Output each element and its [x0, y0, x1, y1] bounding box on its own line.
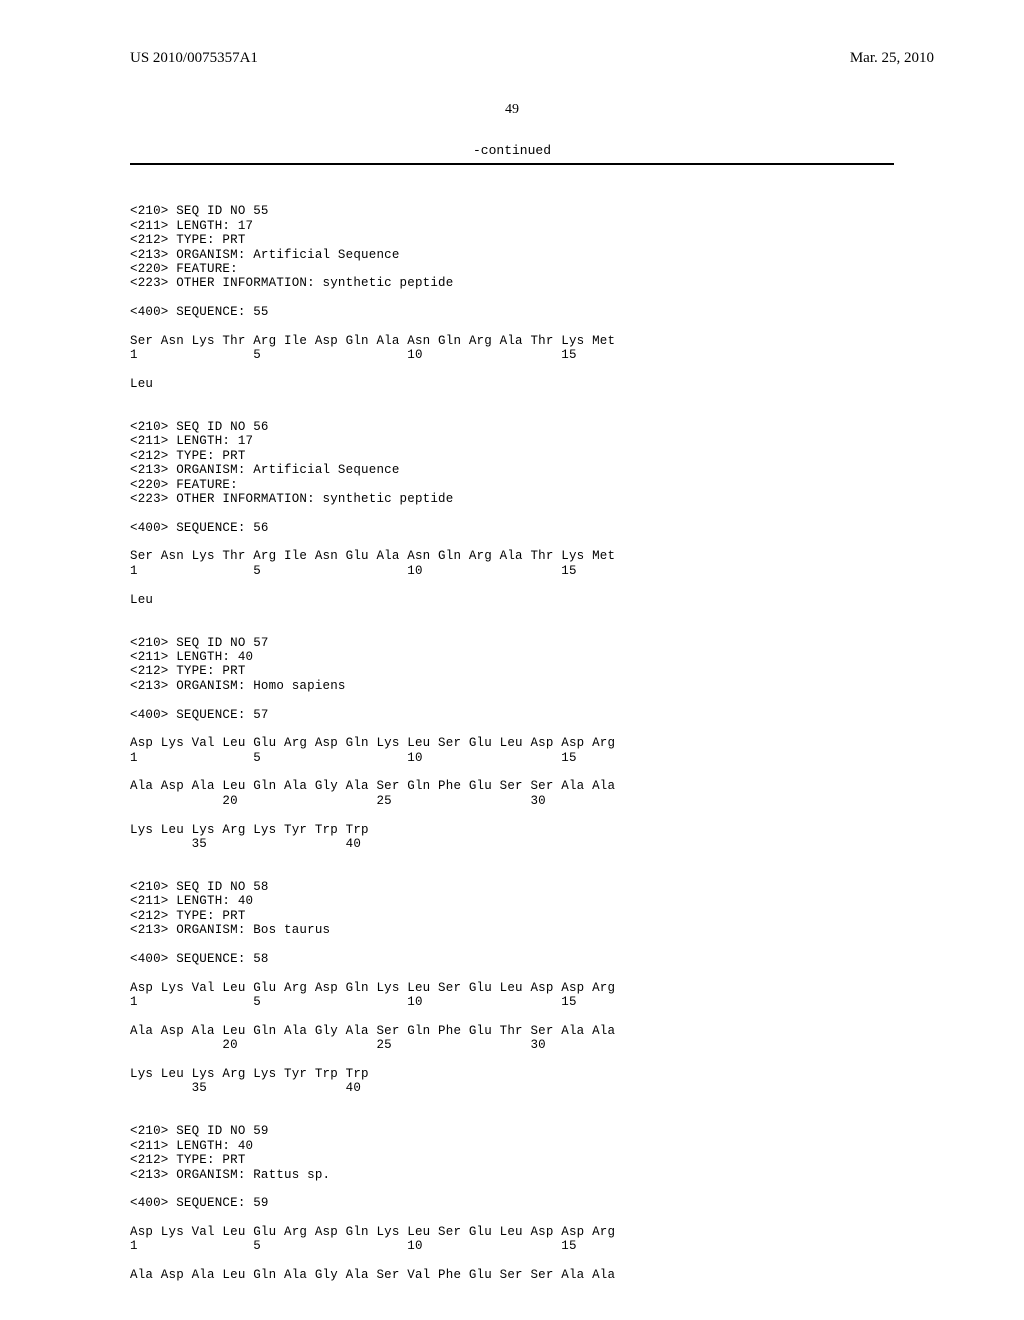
- sequence-content: <210> SEQ ID NO 55 <211> LENGTH: 17 <212…: [0, 165, 1024, 1283]
- seq-sequence-line: <400> SEQUENCE: 56: [130, 521, 269, 535]
- seq-other-info: <223> OTHER INFORMATION: synthetic pepti…: [130, 276, 453, 290]
- residue-row: Ser Asn Lys Thr Arg Ile Asp Gln Ala Asn …: [130, 334, 615, 348]
- seq-sequence-line: <400> SEQUENCE: 59: [130, 1196, 269, 1210]
- seq-organism: <213> ORGANISM: Rattus sp.: [130, 1168, 330, 1182]
- seq-organism: <213> ORGANISM: Homo sapiens: [130, 679, 346, 693]
- seq-feature: <220> FEATURE:: [130, 262, 238, 276]
- seq-59-header: <210> SEQ ID NO 59 <211> LENGTH: 40 <212…: [130, 1124, 615, 1282]
- position-row: 20 25 30: [130, 1038, 546, 1052]
- seq-type: <212> TYPE: PRT: [130, 909, 246, 923]
- position-row: 1 5 10 15: [130, 995, 577, 1009]
- seq-feature: <220> FEATURE:: [130, 478, 238, 492]
- seq-length: <211> LENGTH: 40: [130, 1139, 253, 1153]
- seq-56-header: <210> SEQ ID NO 56 <211> LENGTH: 17 <212…: [130, 420, 615, 607]
- seq-sequence-line: <400> SEQUENCE: 58: [130, 952, 269, 966]
- seq-organism: <213> ORGANISM: Artificial Sequence: [130, 463, 400, 477]
- position-row: 1 5 10 15: [130, 1239, 577, 1253]
- page-number: 49: [0, 102, 1024, 118]
- seq-organism: <213> ORGANISM: Artificial Sequence: [130, 248, 400, 262]
- residue-row: Ala Asp Ala Leu Gln Ala Gly Ala Ser Gln …: [130, 1024, 615, 1038]
- seq-id: <210> SEQ ID NO 58: [130, 880, 269, 894]
- seq-length: <211> LENGTH: 40: [130, 650, 253, 664]
- seq-57-header: <210> SEQ ID NO 57 <211> LENGTH: 40 <212…: [130, 636, 615, 851]
- seq-id: <210> SEQ ID NO 56: [130, 420, 269, 434]
- seq-type: <212> TYPE: PRT: [130, 1153, 246, 1167]
- seq-55-header: <210> SEQ ID NO 55 <211> LENGTH: 17 <212…: [130, 204, 615, 391]
- residue-row: Asp Lys Val Leu Glu Arg Asp Gln Lys Leu …: [130, 1225, 615, 1239]
- seq-organism: <213> ORGANISM: Bos taurus: [130, 923, 330, 937]
- seq-id: <210> SEQ ID NO 55: [130, 204, 269, 218]
- seq-type: <212> TYPE: PRT: [130, 233, 246, 247]
- position-row: 35 40: [130, 1081, 361, 1095]
- position-row: 1 5 10 15: [130, 564, 577, 578]
- residue-row: Lys Leu Lys Arg Lys Tyr Trp Trp: [130, 1067, 369, 1081]
- residue-row: Lys Leu Lys Arg Lys Tyr Trp Trp: [130, 823, 369, 837]
- residue-row: Ala Asp Ala Leu Gln Ala Gly Ala Ser Gln …: [130, 779, 615, 793]
- seq-id: <210> SEQ ID NO 59: [130, 1124, 269, 1138]
- residue-row: Leu: [130, 593, 153, 607]
- seq-other-info: <223> OTHER INFORMATION: synthetic pepti…: [130, 492, 453, 506]
- residue-row: Asp Lys Val Leu Glu Arg Asp Gln Lys Leu …: [130, 736, 615, 750]
- residue-row: Leu: [130, 377, 153, 391]
- publication-date: Mar. 25, 2010: [850, 50, 934, 67]
- residue-row: Ser Asn Lys Thr Arg Ile Asn Glu Ala Asn …: [130, 549, 615, 563]
- seq-length: <211> LENGTH: 17: [130, 434, 253, 448]
- seq-id: <210> SEQ ID NO 57: [130, 636, 269, 650]
- seq-type: <212> TYPE: PRT: [130, 449, 246, 463]
- continued-label: -continued: [0, 143, 1024, 158]
- residue-row: Asp Lys Val Leu Glu Arg Asp Gln Lys Leu …: [130, 981, 615, 995]
- seq-sequence-line: <400> SEQUENCE: 55: [130, 305, 269, 319]
- position-row: 1 5 10 15: [130, 348, 577, 362]
- publication-number: US 2010/0075357A1: [130, 50, 258, 67]
- seq-length: <211> LENGTH: 40: [130, 894, 253, 908]
- position-row: 35 40: [130, 837, 361, 851]
- position-row: 1 5 10 15: [130, 751, 577, 765]
- seq-type: <212> TYPE: PRT: [130, 664, 246, 678]
- page-header: US 2010/0075357A1 Mar. 25, 2010: [0, 0, 1024, 67]
- seq-length: <211> LENGTH: 17: [130, 219, 253, 233]
- residue-row: Ala Asp Ala Leu Gln Ala Gly Ala Ser Val …: [130, 1268, 615, 1282]
- seq-sequence-line: <400> SEQUENCE: 57: [130, 708, 269, 722]
- seq-58-header: <210> SEQ ID NO 58 <211> LENGTH: 40 <212…: [130, 880, 615, 1095]
- position-row: 20 25 30: [130, 794, 546, 808]
